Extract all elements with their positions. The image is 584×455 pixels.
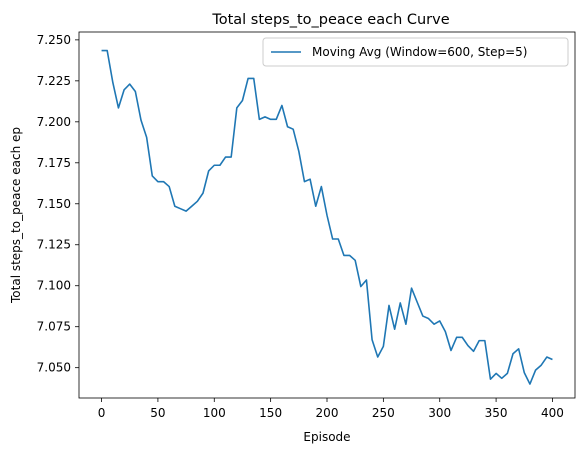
- y-tick-label: 7.175: [37, 156, 71, 170]
- legend-label: Moving Avg (Window=600, Step=5): [312, 45, 527, 59]
- plot-frame: [78, 31, 576, 399]
- x-tick-label: 400: [541, 406, 564, 420]
- y-tick-label: 7.125: [37, 238, 71, 252]
- y-axis-title: Total steps_to_peace each ep: [9, 127, 23, 304]
- x-tick-label: 300: [428, 406, 451, 420]
- x-tick-label: 150: [259, 406, 282, 420]
- x-tick-label: 250: [372, 406, 395, 420]
- x-tick-label: 100: [203, 406, 226, 420]
- y-tick-label: 7.150: [37, 197, 71, 211]
- x-axis-ticks: 0 50 100 150 200 250 300 350 400: [98, 398, 564, 420]
- x-tick-label: 50: [150, 406, 165, 420]
- y-tick-label: 7.225: [37, 74, 71, 88]
- legend-box: [262, 37, 569, 67]
- x-tick-label: 200: [316, 406, 339, 420]
- y-tick-label: 7.050: [37, 361, 71, 375]
- legend: Moving Avg (Window=600, Step=5): [262, 37, 569, 67]
- y-tick-label: 7.200: [37, 115, 71, 129]
- x-tick-label: 0: [98, 406, 106, 420]
- x-tick-label: 350: [485, 406, 508, 420]
- y-tick-label: 7.075: [37, 320, 71, 334]
- x-axis-title: Episode: [303, 430, 350, 444]
- y-axis-ticks: 7.050 7.075 7.100 7.125 7.150 7.175 7.200 7.225…: [37, 33, 79, 375]
- y-tick-label: 7.100: [37, 279, 71, 293]
- series-line-moving-avg: [101, 49, 553, 385]
- chart-title: Total steps_to_peace each Curve: [211, 12, 449, 28]
- y-tick-label: 7.250: [37, 33, 71, 47]
